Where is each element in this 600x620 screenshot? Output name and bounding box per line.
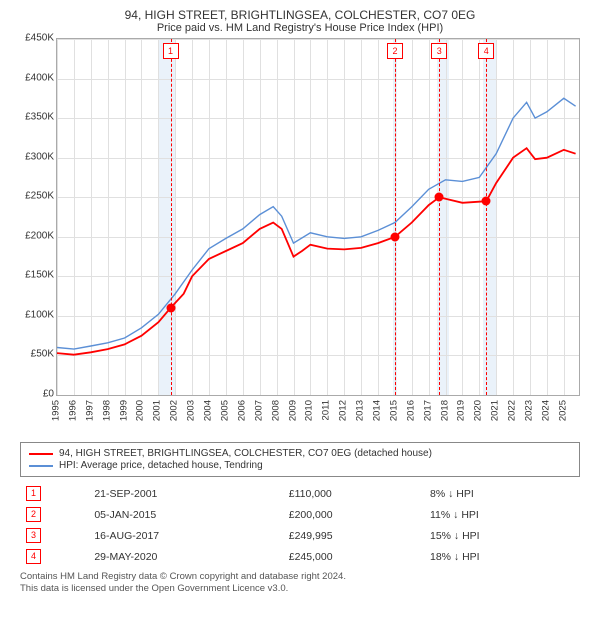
x-tick-label: 2021 (490, 400, 501, 421)
tx-marker-label: 3 (431, 43, 447, 59)
x-tick-label: 2011 (321, 400, 332, 420)
y-tick-label: £300K (25, 151, 54, 162)
x-tick-label: 2008 (270, 400, 281, 421)
title-main: 94, HIGH STREET, BRIGHTLINGSEA, COLCHEST… (8, 8, 592, 22)
x-tick-label: 2022 (507, 400, 518, 421)
series-svg (57, 39, 579, 395)
y-tick-label: £350K (25, 112, 54, 123)
tx-number-box: 1 (26, 486, 41, 501)
tx-number-box: 2 (26, 507, 41, 522)
y-tick-label: £200K (25, 230, 54, 241)
x-tick-label: 2020 (473, 400, 484, 421)
tx-date: 05-JAN-2015 (88, 504, 282, 525)
tx-marker-dot (435, 193, 444, 202)
x-axis: 1995199619971998199920002001200220032004… (56, 396, 580, 436)
tx-number-box: 3 (26, 528, 41, 543)
legend-item: HPI: Average price, detached house, Tend… (29, 460, 571, 471)
x-tick-label: 1997 (84, 400, 95, 421)
tx-marker-line (486, 39, 487, 395)
x-tick-label: 2005 (219, 400, 230, 421)
chart: £0 £50K £100K £150K £200K £250K £300K £350K £400… (20, 38, 580, 436)
x-tick-label: 2016 (405, 400, 416, 421)
tx-date: 16-AUG-2017 (88, 525, 282, 546)
tx-date: 21-SEP-2001 (88, 483, 282, 504)
x-tick-label: 2017 (422, 400, 433, 421)
x-tick-label: 2004 (203, 400, 214, 421)
tx-price: £200,000 (283, 504, 424, 525)
title-sub: Price paid vs. HM Land Registry's House … (8, 22, 592, 34)
legend-label: HPI: Average price, detached house, Tend… (59, 460, 263, 471)
x-tick-label: 2019 (456, 400, 467, 421)
x-tick-label: 2002 (169, 400, 180, 421)
x-tick-label: 2024 (540, 400, 551, 421)
x-tick-label: 2006 (236, 400, 247, 421)
tx-marker-label: 1 (163, 43, 179, 59)
tx-marker-line (171, 39, 172, 395)
tx-delta: 8% ↓ HPI (424, 483, 580, 504)
y-axis: £0 £50K £100K £150K £200K £250K £300K £350K £400… (20, 38, 56, 436)
x-tick-label: 2003 (186, 400, 197, 421)
legend-label: 94, HIGH STREET, BRIGHTLINGSEA, COLCHEST… (59, 448, 432, 459)
y-tick-label: £100K (25, 309, 54, 320)
x-tick-label: 1996 (67, 400, 78, 421)
footer-line-2: This data is licensed under the Open Gov… (20, 583, 580, 595)
legend-swatch (29, 465, 53, 467)
y-tick-label: £250K (25, 191, 54, 202)
legend: 94, HIGH STREET, BRIGHTLINGSEA, COLCHEST… (20, 442, 580, 477)
x-tick-label: 2007 (253, 400, 264, 421)
tx-marker-line (395, 39, 396, 395)
y-tick-label: £150K (25, 270, 54, 281)
x-tick-label: 2018 (439, 400, 450, 421)
x-tick-label: 2013 (355, 400, 366, 421)
table-row: 4 29-MAY-2020£245,00018% ↓ HPI (20, 546, 580, 567)
x-tick-label: 2012 (338, 400, 349, 421)
x-tick-label: 2015 (388, 400, 399, 421)
plot-area: 1 2 3 4 (56, 38, 580, 396)
tx-marker-dot (482, 197, 491, 206)
tx-price: £245,000 (283, 546, 424, 567)
x-tick-label: 2009 (287, 400, 298, 421)
tx-marker-dot (391, 232, 400, 241)
tx-delta: 15% ↓ HPI (424, 525, 580, 546)
x-tick-label: 2014 (371, 400, 382, 421)
x-tick-label: 2010 (304, 400, 315, 421)
chart-titles: 94, HIGH STREET, BRIGHTLINGSEA, COLCHEST… (8, 8, 592, 34)
y-tick-label: £50K (31, 349, 54, 360)
tx-date: 29-MAY-2020 (88, 546, 282, 567)
x-tick-label: 2023 (524, 400, 535, 421)
tx-price: £249,995 (283, 525, 424, 546)
x-tick-label: 2001 (152, 400, 163, 421)
tx-marker-dot (166, 303, 175, 312)
transactions-table: 1 21-SEP-2001£110,0008% ↓ HPI 2 05-JAN-2015… (20, 483, 580, 567)
tx-delta: 11% ↓ HPI (424, 504, 580, 525)
footer: Contains HM Land Registry data © Crown c… (20, 571, 580, 596)
y-tick-label: £0 (43, 389, 54, 400)
x-tick-label: 1998 (101, 400, 112, 421)
table-row: 2 05-JAN-2015£200,00011% ↓ HPI (20, 504, 580, 525)
table-row: 1 21-SEP-2001£110,0008% ↓ HPI (20, 483, 580, 504)
page: 94, HIGH STREET, BRIGHTLINGSEA, COLCHEST… (0, 0, 600, 620)
x-tick-label: 2025 (557, 400, 568, 421)
x-tick-label: 1995 (51, 400, 62, 421)
series-property (57, 148, 576, 355)
x-tick-label: 1999 (118, 400, 129, 421)
table-row: 3 16-AUG-2017£249,99515% ↓ HPI (20, 525, 580, 546)
footer-line-1: Contains HM Land Registry data © Crown c… (20, 571, 580, 583)
legend-item: 94, HIGH STREET, BRIGHTLINGSEA, COLCHEST… (29, 448, 571, 459)
tx-marker-line (439, 39, 440, 395)
x-tick-label: 2000 (135, 400, 146, 421)
tx-price: £110,000 (283, 483, 424, 504)
tx-marker-label: 4 (478, 43, 494, 59)
y-tick-label: £450K (25, 33, 54, 44)
series-hpi (57, 98, 576, 349)
legend-swatch (29, 453, 53, 455)
tx-delta: 18% ↓ HPI (424, 546, 580, 567)
y-tick-label: £400K (25, 72, 54, 83)
tx-marker-label: 2 (387, 43, 403, 59)
tx-number-box: 4 (26, 549, 41, 564)
